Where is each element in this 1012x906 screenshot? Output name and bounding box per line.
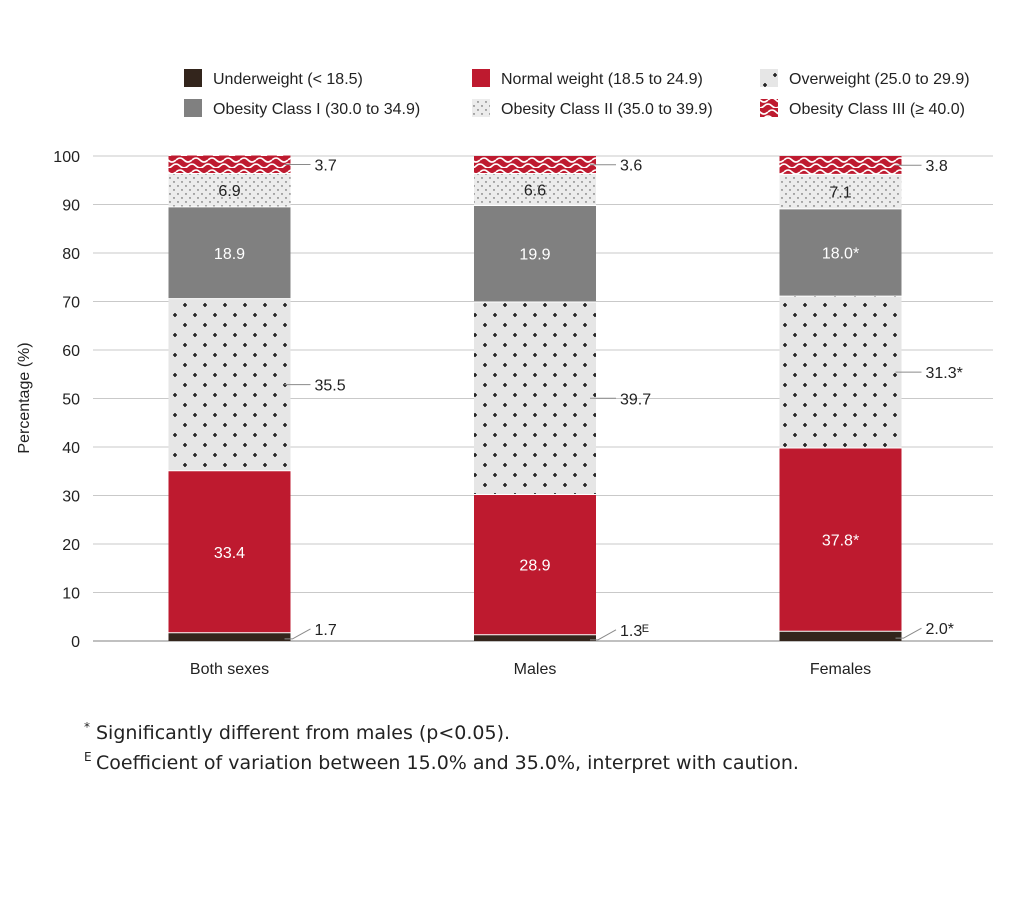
y-tick-label: 30	[62, 489, 80, 506]
bar-segment-both-sexes-obesity-class-i	[168, 206, 291, 299]
footnotes: * Significantly different from males (p<…	[84, 718, 799, 778]
data-label: 28.9	[519, 558, 550, 575]
legend-label: Overweight (25.0 to 29.9)	[789, 71, 970, 88]
legend-label: Normal weight (18.5 to 24.9)	[501, 71, 703, 88]
data-label: 18.9	[214, 246, 245, 263]
footnote-cv: E Coefficient of variation between 15.0%…	[84, 748, 799, 778]
data-label: 7.1	[829, 185, 851, 202]
bar-segment-both-sexes-normal-weight	[168, 470, 291, 633]
bar-segment-both-sexes-overweight	[168, 298, 291, 471]
legend-swatch-obesity-class-iii	[760, 99, 778, 117]
stacked-bar-chart: Underweight (< 18.5) Normal weight (18.5 …	[16, 69, 993, 678]
bar-segment-females-obesity-class-iii	[779, 156, 902, 175]
bar-segment-males-underweight	[474, 634, 596, 641]
footnote-mark: *	[84, 720, 90, 734]
bar-segment-females-obesity-class-i	[779, 208, 902, 297]
legend-swatch-obesity-class-i	[184, 99, 202, 117]
legend-swatch-obesity-class-ii	[472, 99, 490, 117]
footnote-text: Significantly different from males (p<0.…	[96, 722, 511, 744]
y-tick-label: 70	[62, 295, 80, 312]
y-tick-label: 50	[62, 392, 80, 409]
bar-segment-both-sexes-obesity-class-iii	[168, 155, 291, 174]
legend-label: Obesity Class I (30.0 to 34.9)	[213, 101, 420, 118]
bar-segment-both-sexes-underweight	[168, 632, 291, 641]
bar-segment-males-normal-weight	[474, 494, 596, 635]
data-label: 1.7	[315, 622, 337, 639]
y-tick-label: 80	[62, 246, 80, 263]
y-tick-label: 10	[62, 586, 80, 603]
x-axis: Both sexes Males Females	[190, 661, 871, 678]
legend-swatch-normal-weight	[472, 69, 490, 87]
legend: Underweight (< 18.5) Normal weight (18.5 …	[184, 69, 970, 118]
y-tick-label: 40	[62, 440, 80, 457]
leader-line	[284, 628, 311, 640]
bar-segment-females-overweight	[779, 296, 902, 448]
data-label: 6.9	[218, 183, 240, 200]
bar-segment-males-obesity-class-iii	[474, 156, 596, 174]
bar-segment-females-underweight	[779, 631, 902, 641]
data-label: 6.6	[524, 182, 546, 199]
data-label: 19.9	[519, 247, 550, 264]
bar-segment-males-overweight	[474, 301, 596, 495]
data-label: 1.3ᴱ	[620, 623, 649, 640]
y-tick-label: 90	[62, 198, 80, 215]
data-label: 18.0*	[822, 246, 859, 263]
y-tick-label: 0	[71, 634, 80, 651]
y-axis-label: Percentage (%)	[16, 342, 33, 453]
data-label: 35.5	[315, 378, 346, 395]
data-label: 3.6	[620, 158, 642, 175]
bar-segment-males-obesity-class-ii	[474, 173, 596, 206]
y-tick-label: 100	[53, 149, 80, 166]
legend-label: Obesity Class III (≥ 40.0)	[789, 101, 965, 118]
data-label: 3.7	[315, 157, 337, 174]
x-tick-label: Both sexes	[190, 661, 269, 678]
x-tick-label: Males	[514, 661, 557, 678]
bar-segment-females-obesity-class-ii	[779, 174, 902, 209]
data-label: 2.0*	[926, 621, 954, 638]
legend-label: Underweight (< 18.5)	[213, 71, 363, 88]
bar-segment-both-sexes-obesity-class-ii	[168, 173, 291, 207]
y-tick-label: 20	[62, 537, 80, 554]
data-label: 33.4	[214, 545, 245, 562]
y-axis: 0 10 20 30 40 50 60 70 80 90 100	[53, 149, 80, 651]
bars: 1.7 33.4 35.5 18.9 6.9 3.7 1.3ᴱ 28.9 39.7 19.9 6.6…	[168, 155, 963, 641]
x-tick-label: Females	[810, 661, 871, 678]
legend-label: Obesity Class II (35.0 to 39.9)	[501, 101, 713, 118]
bar-segment-females-normal-weight	[779, 447, 902, 632]
data-label: 3.8	[926, 158, 948, 175]
data-label: 37.8*	[822, 533, 859, 550]
y-tick-label: 60	[62, 343, 80, 360]
leader-line	[590, 629, 617, 641]
bar-segment-males-obesity-class-i	[474, 205, 596, 302]
legend-swatch-overweight	[760, 69, 778, 87]
data-label: 31.3*	[926, 365, 963, 382]
footnote-mark: E	[84, 750, 92, 764]
data-label: 39.7	[620, 391, 651, 408]
legend-swatch-underweight	[184, 69, 202, 87]
footnote-text: Coefficient of variation between 15.0% a…	[96, 752, 799, 774]
leader-line	[895, 627, 922, 639]
footnote-significance: * Significantly different from males (p<…	[84, 718, 799, 748]
